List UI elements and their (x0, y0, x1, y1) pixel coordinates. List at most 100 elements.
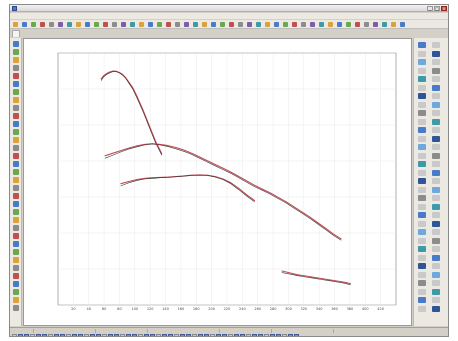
right-tool-icon[interactable] (432, 84, 440, 91)
toolbar-tool-icon[interactable] (400, 22, 405, 27)
right-tool-icon[interactable] (432, 195, 440, 201)
toolbar-tool-icon[interactable] (247, 22, 252, 27)
right-tool-icon[interactable] (418, 246, 426, 252)
right-tool-icon[interactable] (418, 50, 426, 57)
status-tool-icon[interactable] (246, 334, 251, 336)
status-tool-icon[interactable] (252, 334, 257, 336)
status-tool-icon[interactable] (120, 334, 125, 336)
right-tool-icon[interactable] (418, 263, 426, 269)
status-tool-icon[interactable] (228, 334, 233, 336)
right-tool-icon[interactable] (418, 169, 426, 176)
right-tool-icon[interactable] (432, 271, 440, 278)
toolbar-tool-icon[interactable] (76, 22, 81, 27)
left-tool-icon[interactable] (13, 225, 19, 231)
right-tool-icon[interactable] (418, 76, 426, 82)
right-tool-icon[interactable] (432, 169, 440, 176)
status-tool-icon[interactable] (294, 334, 299, 336)
status-tool-icon[interactable] (126, 334, 131, 336)
series-line-curve-1-1[interactable] (100, 71, 163, 156)
status-tool-icon[interactable] (198, 334, 203, 336)
left-tool-icon[interactable] (13, 97, 19, 103)
toolbar-tool-icon[interactable] (202, 22, 207, 27)
right-tool-icon[interactable] (432, 101, 440, 108)
toolbar-tool-icon[interactable] (67, 22, 72, 27)
left-tool-icon[interactable] (13, 121, 19, 127)
toolbar-tool-icon[interactable] (13, 22, 18, 27)
status-tool-icon[interactable] (288, 334, 293, 336)
left-tool-icon[interactable] (13, 289, 19, 295)
status-tool-icon[interactable] (108, 334, 113, 336)
right-tool-icon[interactable] (432, 212, 440, 218)
toolbar-tool-icon[interactable] (157, 22, 162, 27)
toolbar-tool-icon[interactable] (94, 22, 99, 27)
right-tool-icon[interactable] (432, 93, 440, 99)
toolbar-tool-icon[interactable] (22, 22, 27, 27)
right-tool-icon[interactable] (432, 297, 440, 303)
right-tool-icon[interactable] (432, 220, 440, 227)
toolbar-tool-icon[interactable] (319, 22, 324, 27)
right-tool-icon[interactable] (432, 246, 440, 252)
status-tool-icon[interactable] (54, 334, 59, 336)
right-tool-icon[interactable] (432, 76, 440, 82)
left-tool-icon[interactable] (13, 305, 19, 311)
toolbar-tool-icon[interactable] (229, 22, 234, 27)
left-tool-icon[interactable] (13, 281, 19, 287)
right-tool-icon[interactable] (418, 305, 426, 312)
toolbar-tool-icon[interactable] (85, 22, 90, 27)
status-tool-icon[interactable] (162, 334, 167, 336)
toolbar-tool-icon[interactable] (382, 22, 387, 27)
left-tool-icon[interactable] (13, 241, 19, 247)
status-tool-icon[interactable] (222, 334, 227, 336)
right-tool-icon[interactable] (432, 178, 440, 184)
tab-active-document[interactable] (12, 30, 20, 37)
left-tool-icon[interactable] (13, 57, 19, 63)
right-tool-icon[interactable] (432, 50, 440, 57)
left-tool-icon[interactable] (13, 105, 19, 111)
toolbar-tool-icon[interactable] (148, 22, 153, 27)
status-tool-icon[interactable] (36, 334, 41, 336)
left-tool-icon[interactable] (13, 153, 19, 159)
left-tool-icon[interactable] (13, 73, 19, 79)
toolbar-tool-icon[interactable] (40, 22, 45, 27)
status-tool-icon[interactable] (18, 334, 23, 336)
status-tool-icon[interactable] (168, 334, 173, 336)
left-tool-icon[interactable] (13, 209, 19, 215)
right-tool-icon[interactable] (432, 305, 440, 312)
status-tool-icon[interactable] (180, 334, 185, 336)
right-tool-icon[interactable] (418, 67, 426, 74)
right-tool-icon[interactable] (418, 271, 426, 278)
series-line-curve-3-5[interactable] (120, 174, 255, 202)
minimize-button[interactable]: _ (427, 6, 433, 11)
left-tool-icon[interactable] (13, 49, 19, 55)
toolbar-tool-icon[interactable] (220, 22, 225, 27)
right-tool-icon[interactable] (418, 42, 426, 48)
left-tool-icon[interactable] (13, 65, 19, 71)
right-tool-icon[interactable] (432, 280, 440, 286)
left-tool-icon[interactable] (13, 113, 19, 119)
status-tool-icon[interactable] (204, 334, 209, 336)
toolbar-tool-icon[interactable] (211, 22, 216, 27)
right-tool-icon[interactable] (432, 161, 440, 167)
status-tool-icon[interactable] (156, 334, 161, 336)
right-tool-icon[interactable] (418, 297, 426, 303)
right-tool-icon[interactable] (432, 59, 440, 65)
left-tool-icon[interactable] (13, 249, 19, 255)
toolbar-tool-icon[interactable] (130, 22, 135, 27)
toolbar-tool-icon[interactable] (274, 22, 279, 27)
status-tool-icon[interactable] (132, 334, 137, 336)
right-tool-icon[interactable] (418, 195, 426, 201)
toolbar-tool-icon[interactable] (238, 22, 243, 27)
status-tool-icon[interactable] (264, 334, 269, 336)
plot-area[interactable]: 20 40 60 80 100 120 140 160 180 200 220 240 260 280 30… (23, 38, 412, 326)
right-tool-icon[interactable] (418, 237, 426, 244)
status-tool-icon[interactable] (276, 334, 281, 336)
left-tool-icon[interactable] (13, 265, 19, 271)
status-tool-icon[interactable] (210, 334, 215, 336)
status-tool-icon[interactable] (270, 334, 275, 336)
right-tool-icon[interactable] (418, 118, 426, 125)
left-tool-icon[interactable] (13, 169, 19, 175)
status-tool-icon[interactable] (72, 334, 77, 336)
toolbar-tool-icon[interactable] (292, 22, 297, 27)
right-tool-icon[interactable] (432, 263, 440, 269)
right-tool-icon[interactable] (432, 229, 440, 235)
